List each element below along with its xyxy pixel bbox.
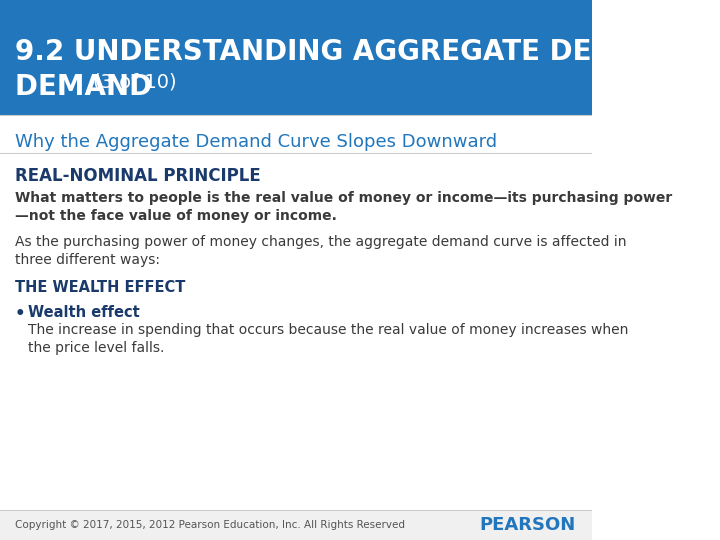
Text: THE WEALTH EFFECT: THE WEALTH EFFECT bbox=[15, 280, 185, 295]
Text: REAL-NOMINAL PRINCIPLE: REAL-NOMINAL PRINCIPLE bbox=[15, 167, 261, 185]
Text: PEARSON: PEARSON bbox=[480, 516, 576, 534]
Text: As the purchasing power of money changes, the aggregate demand curve is affected: As the purchasing power of money changes… bbox=[15, 235, 626, 267]
Text: Why the Aggregate Demand Curve Slopes Downward: Why the Aggregate Demand Curve Slopes Do… bbox=[15, 133, 497, 151]
Text: The increase in spending that occurs because the real value of money increases w: The increase in spending that occurs bec… bbox=[28, 323, 629, 355]
FancyBboxPatch shape bbox=[0, 510, 593, 540]
Text: DEMAND: DEMAND bbox=[15, 73, 161, 101]
FancyBboxPatch shape bbox=[0, 0, 593, 115]
Text: 9.2 UNDERSTANDING AGGREGATE DEMAND: 9.2 UNDERSTANDING AGGREGATE DEMAND bbox=[15, 38, 687, 66]
Text: (3 of 10): (3 of 10) bbox=[93, 73, 176, 92]
Text: What matters to people is the real value of money or income—its purchasing power: What matters to people is the real value… bbox=[15, 191, 672, 224]
Text: •: • bbox=[15, 305, 25, 323]
Text: Wealth effect: Wealth effect bbox=[28, 305, 140, 320]
Text: Copyright © 2017, 2015, 2012 Pearson Education, Inc. All Rights Reserved: Copyright © 2017, 2015, 2012 Pearson Edu… bbox=[15, 520, 405, 530]
